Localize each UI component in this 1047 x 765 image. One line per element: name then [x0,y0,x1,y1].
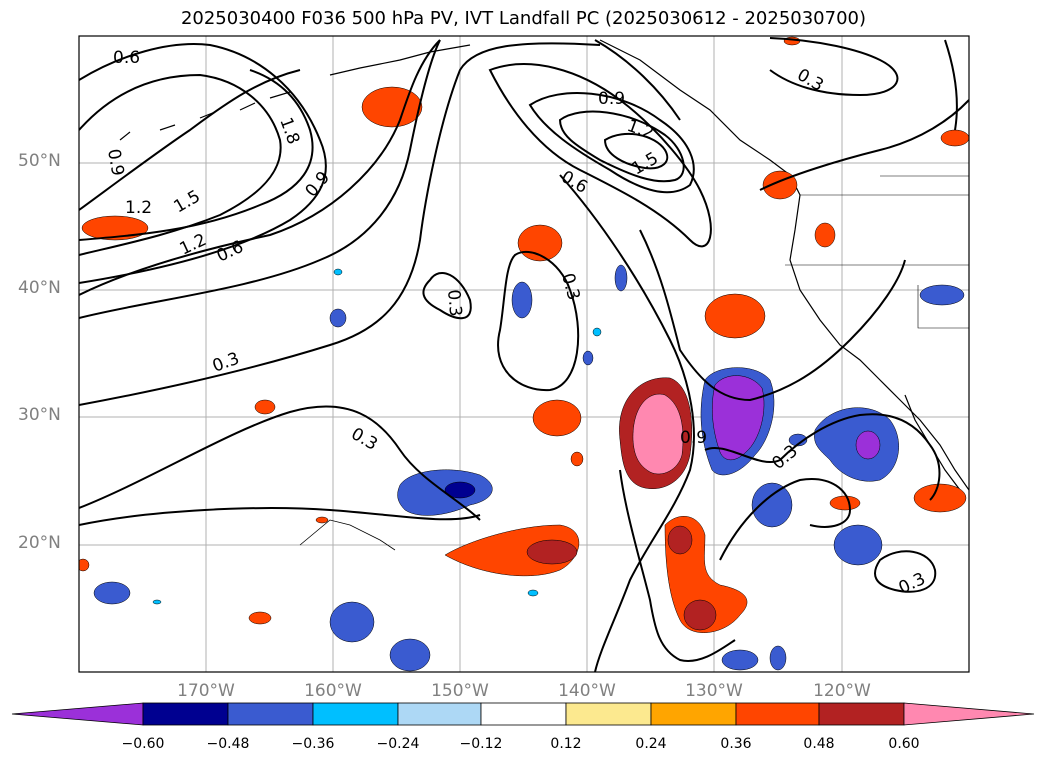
colorbar-tick: −0.60 [121,736,165,752]
contour-label: 1.5 [171,186,204,217]
contour-label: 0.6 [113,48,140,68]
lon-label: 120°W [813,681,871,701]
lat-label: 50°N [18,151,61,171]
colorbar-tick: 0.48 [803,736,835,752]
contour-label: 1.2 [125,198,152,218]
colorbar-tick: −0.24 [376,736,420,752]
colorbar-tick: 0.36 [720,736,752,752]
colorbar-tick: 0.12 [550,736,582,752]
colorbar-extend-max [903,702,1035,726]
contour-label: 0.6 [558,167,591,198]
plot-title: 2025030400 F036 500 hPa PV, IVT Landfall… [180,8,867,29]
lat-label: 20°N [18,533,61,553]
colorbar-tick: 0.24 [635,736,667,752]
contour-label: 0.3 [896,569,929,599]
colorbar [11,702,1035,726]
colorbar-extend-min [11,702,144,726]
lon-label: 160°W [304,681,362,701]
contour-label: 0.3 [557,271,583,302]
lon-label: 140°W [558,681,616,701]
lat-label: 30°N [18,405,61,425]
lon-label: 130°W [685,681,743,701]
contour-label: 0.9 [598,89,625,109]
lat-label: 40°N [18,278,61,298]
pv-contours [79,37,969,672]
contour-label: 0.9 [680,428,707,448]
colorbar-tick: −0.48 [206,736,250,752]
contour-label-group: 0.6 1.8 0.9 1.2 1.5 1.2 0.6 0.9 0.9 1.2 … [103,48,929,599]
lon-label: 170°W [177,681,235,701]
contour-label: 0.3 [443,289,465,318]
negative-anomaly-patches [93,264,965,672]
contour-label: 0.9 [103,147,127,177]
contour-label: 0.3 [210,349,242,377]
colorbar-tick: −0.36 [291,736,335,752]
map-frame [78,35,970,673]
positive-anomaly-patches [79,36,969,633]
contour-label: 0.3 [348,424,381,455]
colorbar-tick: 0.60 [888,736,920,752]
lon-label: 150°W [431,681,489,701]
colorbar-tick: −0.12 [459,736,503,752]
